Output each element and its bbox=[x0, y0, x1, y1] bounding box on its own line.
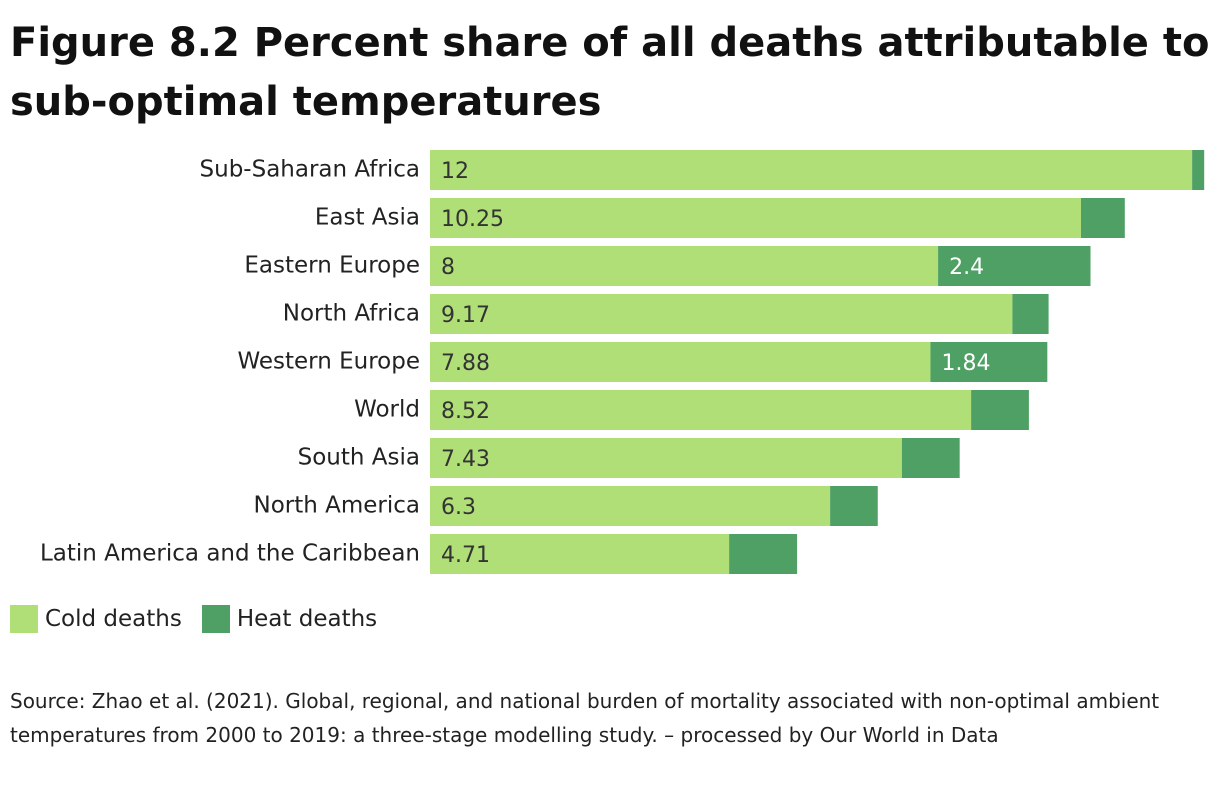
value-label-heat-deaths-western-europe: 1.84 bbox=[941, 351, 990, 376]
value-label-cold-deaths-latin-america-and-the-caribbean: 4.71 bbox=[441, 543, 490, 568]
value-label-heat-deaths-eastern-europe: 2.4 bbox=[949, 255, 984, 280]
bar-heat-deaths-world[interactable] bbox=[971, 390, 1029, 430]
value-label-cold-deaths-north-america: 6.3 bbox=[441, 495, 476, 520]
bar-heat-deaths-eastern-europe[interactable] bbox=[938, 246, 1091, 286]
category-label-eastern-europe: Eastern Europe bbox=[244, 253, 420, 279]
value-label-cold-deaths-north-africa: 9.17 bbox=[441, 303, 490, 328]
bar-heat-deaths-north-america[interactable] bbox=[830, 486, 878, 526]
bar-cold-deaths-latin-america-and-the-caribbean[interactable] bbox=[430, 534, 730, 574]
value-label-cold-deaths-world: 8.52 bbox=[441, 399, 490, 424]
legend-item-heat[interactable]: Heat deaths bbox=[201, 605, 378, 633]
category-label-world: World bbox=[354, 397, 420, 423]
category-label-western-europe: Western Europe bbox=[237, 349, 420, 375]
chart-title: Figure 8.2 Percent share of all deaths a… bbox=[10, 20, 1210, 125]
bar-cold-deaths-south-asia[interactable] bbox=[430, 438, 902, 478]
value-label-cold-deaths-east-asia: 10.25 bbox=[441, 207, 504, 232]
source-note: Source: Zhao et al. (2021). Global, regi… bbox=[10, 689, 1160, 747]
legend-label-heat: Heat deaths bbox=[236, 606, 378, 632]
bar-heat-deaths-south-asia[interactable] bbox=[901, 438, 960, 478]
category-label-east-asia: East Asia bbox=[315, 205, 420, 231]
legend-swatch-cold bbox=[10, 605, 38, 633]
bar-heat-deaths-latin-america-and-the-caribbean[interactable] bbox=[729, 534, 798, 574]
legend-swatch-heat bbox=[201, 605, 230, 633]
value-label-cold-deaths-western-europe: 7.88 bbox=[441, 351, 490, 376]
value-label-cold-deaths-south-asia: 7.43 bbox=[441, 447, 490, 472]
stacked-bar-chart: Sub-Saharan Africa 12 East Asia 10.25 Easter… bbox=[40, 150, 1205, 574]
category-label-latin-america-and-the-caribbean: Latin America and the Caribbean bbox=[40, 541, 420, 567]
bar-cold-deaths-world[interactable] bbox=[430, 390, 972, 430]
legend-item-cold[interactable]: Cold deaths bbox=[10, 605, 182, 633]
bar-heat-deaths-western-europe[interactable] bbox=[930, 342, 1048, 382]
bar-cold-deaths-north-africa[interactable] bbox=[430, 294, 1013, 334]
category-label-sub-saharan-africa: Sub-Saharan Africa bbox=[200, 157, 420, 183]
category-label-north-america: North America bbox=[253, 493, 420, 519]
bar-cold-deaths-eastern-europe[interactable] bbox=[430, 246, 939, 286]
bar-heat-deaths-sub-saharan-africa[interactable] bbox=[1192, 150, 1205, 190]
bar-cold-deaths-north-america[interactable] bbox=[430, 486, 831, 526]
legend-label-cold: Cold deaths bbox=[45, 606, 182, 632]
bar-cold-deaths-sub-saharan-africa[interactable] bbox=[430, 150, 1193, 190]
category-label-north-africa: North Africa bbox=[283, 301, 420, 327]
legend: Cold deaths Heat deaths bbox=[10, 603, 397, 635]
bar-heat-deaths-north-africa[interactable] bbox=[1012, 294, 1049, 334]
category-label-south-asia: South Asia bbox=[298, 445, 420, 471]
bar-cold-deaths-east-asia[interactable] bbox=[430, 198, 1081, 238]
value-label-cold-deaths-eastern-europe: 8 bbox=[441, 255, 455, 280]
value-label-cold-deaths-sub-saharan-africa: 12 bbox=[441, 159, 469, 184]
bar-cold-deaths-western-europe[interactable] bbox=[430, 342, 931, 382]
bar-heat-deaths-east-asia[interactable] bbox=[1080, 198, 1125, 238]
